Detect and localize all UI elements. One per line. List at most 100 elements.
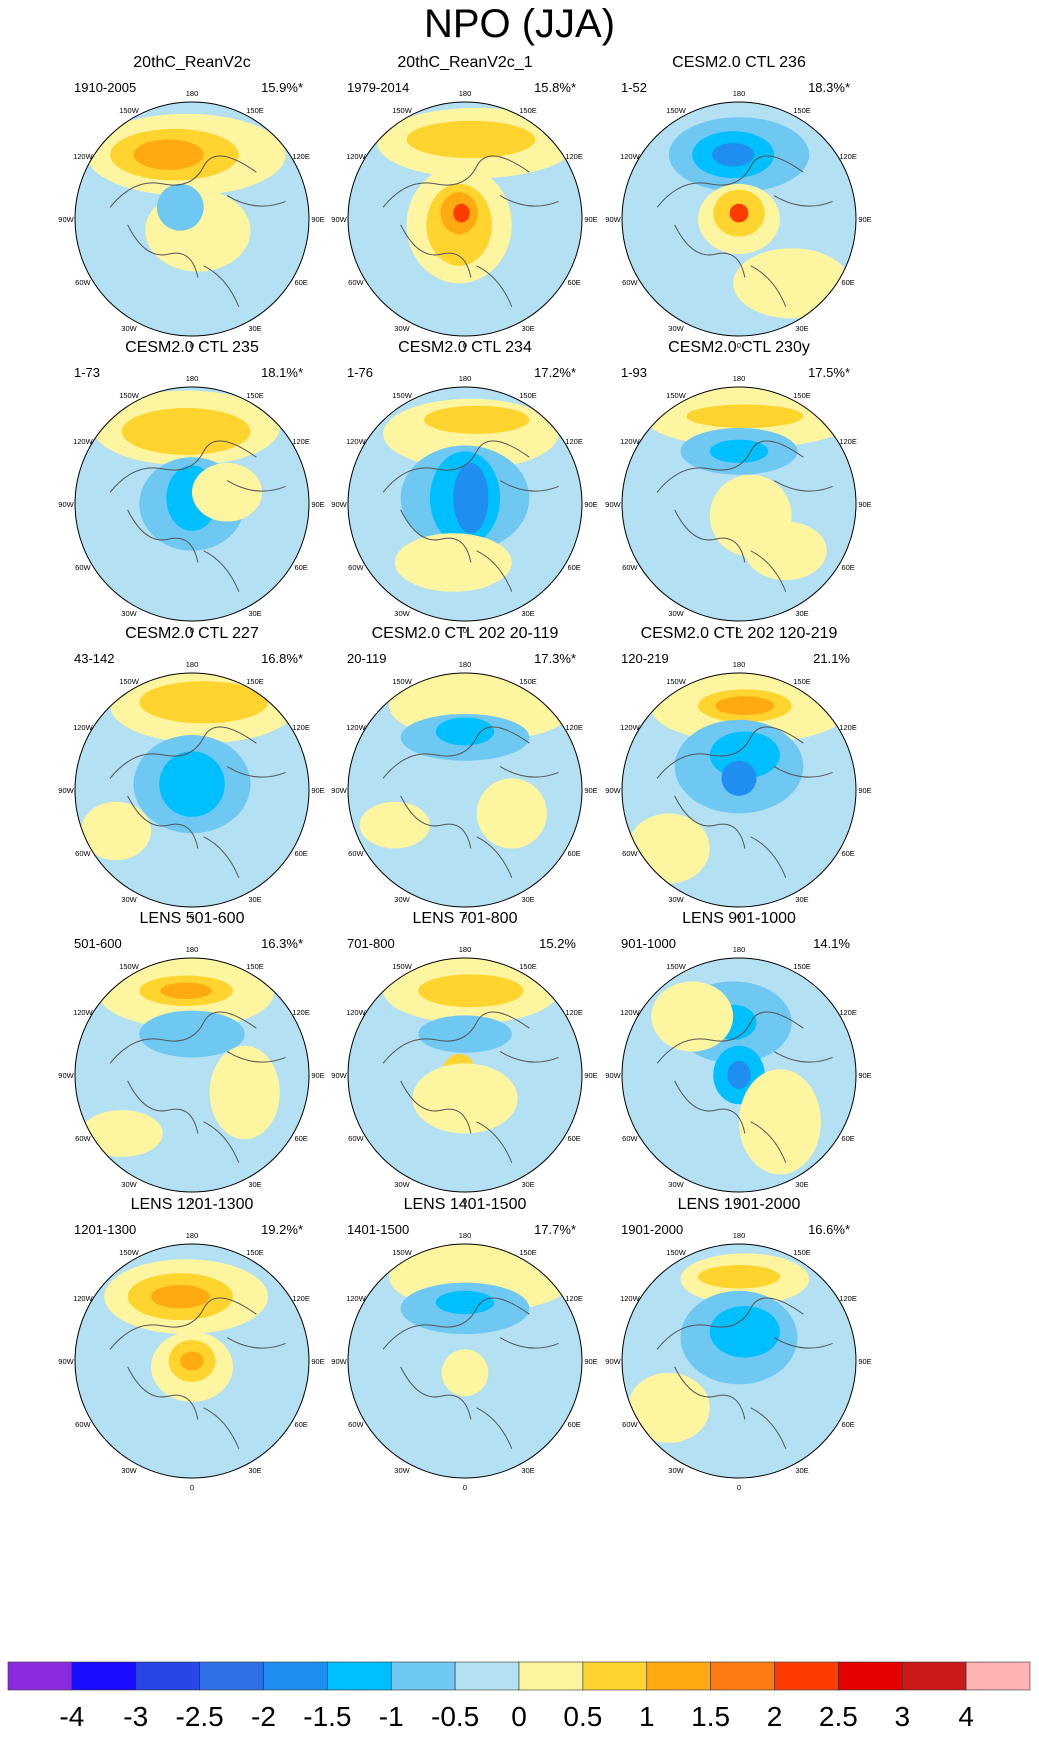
colorbar-label: 1 <box>639 1701 655 1732</box>
longitude-label: 90E <box>584 786 597 795</box>
colorbar-swatch <box>901 1661 967 1691</box>
longitude-label: 120E <box>839 1008 857 1017</box>
anomaly-contour <box>412 1063 518 1134</box>
longitude-label: 120W <box>620 437 641 446</box>
longitude-label: 150W <box>666 391 687 400</box>
anomaly-contour <box>80 801 152 861</box>
map-border <box>621 957 857 1193</box>
colorbar-swatch <box>199 1661 264 1691</box>
panel-title: LENS 1901-2000 <box>678 1196 801 1213</box>
longitude-label: 90W <box>605 786 621 795</box>
colorbar-label: -0.5 <box>431 1701 479 1732</box>
longitude-label: 30E <box>248 1466 261 1475</box>
colorbar-swatch <box>7 1661 73 1691</box>
longitude-label: 150W <box>666 106 687 115</box>
longitude-label: 150W <box>666 677 687 686</box>
longitude-label: 180 <box>459 89 472 98</box>
panel-period: 501-600 <box>74 936 122 951</box>
longitude-label: 90E <box>311 215 324 224</box>
longitude-label: 60W <box>348 278 364 287</box>
map-border <box>621 1243 857 1479</box>
longitude-label: 30E <box>521 1180 534 1189</box>
panel-title: CESM2.0 CTL 234 <box>398 339 532 356</box>
longitude-label: 150E <box>519 1248 537 1257</box>
panel-period: 1-76 <box>347 365 373 380</box>
colorbar-label: 0.5 <box>563 1701 602 1732</box>
longitude-label: 120W <box>346 1008 367 1017</box>
longitude-label: 60E <box>841 563 854 572</box>
colorbar-label: -1.5 <box>303 1701 351 1732</box>
longitude-label: 180 <box>733 660 746 669</box>
longitude-label: 30W <box>394 1180 410 1189</box>
longitude-label: 120W <box>346 1294 367 1303</box>
map-panel: LENS 701-800 701-800 15.2% 180 150E 120E 90E 60… <box>331 910 597 1206</box>
longitude-label: 90E <box>311 786 324 795</box>
longitude-label: 120E <box>565 437 583 446</box>
longitude-label: 0 <box>463 912 467 921</box>
longitude-label: 30E <box>521 324 534 333</box>
coastline <box>382 155 559 307</box>
anomaly-contour <box>80 1110 163 1157</box>
longitude-label: 90W <box>331 500 347 509</box>
coastline <box>382 440 559 592</box>
longitude-label: 150E <box>246 677 264 686</box>
coastline <box>656 726 833 878</box>
longitude-label: 60W <box>75 1420 91 1429</box>
longitude-label: 0 <box>463 1483 467 1492</box>
longitude-label: 150E <box>793 962 811 971</box>
longitude-label: 150E <box>793 391 811 400</box>
longitude-label: 90W <box>331 1071 347 1080</box>
panel-variance: 15.8%* <box>534 80 576 95</box>
longitude-label: 0 <box>463 1197 467 1206</box>
longitude-label: 120E <box>565 723 583 732</box>
anomaly-contour <box>156 183 204 231</box>
longitude-label: 60E <box>841 849 854 858</box>
longitude-label: 0 <box>190 912 194 921</box>
longitude-label: 60W <box>348 1134 364 1143</box>
panel-title: CESM2.0 CTL 236 <box>672 54 806 71</box>
longitude-label: 30E <box>521 895 534 904</box>
anomaly-contour <box>709 1306 780 1358</box>
map-border <box>621 101 857 337</box>
longitude-label: 60W <box>75 849 91 858</box>
panel-period: 43-142 <box>74 651 114 666</box>
longitude-label: 0 <box>737 1483 741 1492</box>
longitude-label: 150E <box>246 391 264 400</box>
anomaly-contour <box>739 1069 821 1175</box>
longitude-label: 150W <box>666 962 687 971</box>
longitude-label: 120W <box>73 1008 94 1017</box>
anomaly-contour <box>453 463 489 534</box>
longitude-label: 90E <box>311 500 324 509</box>
anomaly-contour <box>733 248 851 319</box>
colorbar-label: 0 <box>511 1701 527 1732</box>
anomaly-contour <box>715 696 775 716</box>
anomaly-contour <box>133 139 204 170</box>
longitude-label: 120W <box>73 152 94 161</box>
longitude-label: 90W <box>58 786 74 795</box>
longitude-label: 150E <box>519 391 537 400</box>
longitude-label: 120W <box>620 1294 641 1303</box>
coastline <box>109 1297 286 1449</box>
longitude-label: 60W <box>75 1134 91 1143</box>
colorbar-label: -1 <box>379 1701 404 1732</box>
colorbar-label: 2.5 <box>819 1701 858 1732</box>
longitude-label: 30W <box>668 609 684 618</box>
colorbar-swatch <box>390 1661 456 1691</box>
anomaly-contour <box>721 760 757 796</box>
longitude-label: 120E <box>292 152 310 161</box>
colorbar-label: 3 <box>894 1701 910 1732</box>
colorbar-swatch <box>582 1661 648 1691</box>
longitude-label: 0 <box>190 1483 194 1492</box>
colorbar-swatch <box>327 1661 392 1691</box>
longitude-label: 90W <box>331 215 347 224</box>
anomaly-contour <box>406 120 536 159</box>
colorbar-swatch <box>774 1661 839 1691</box>
longitude-label: 120E <box>565 152 583 161</box>
map-panel: LENS 1201-1300 1201-1300 19.2%* 180 150E 120E… <box>58 1196 324 1492</box>
longitude-label: 30E <box>248 1180 261 1189</box>
longitude-label: 60E <box>294 278 307 287</box>
colorbar-swatch <box>135 1661 200 1691</box>
panel-period: 20-119 <box>347 651 387 666</box>
colorbar-swatch <box>263 1661 328 1691</box>
